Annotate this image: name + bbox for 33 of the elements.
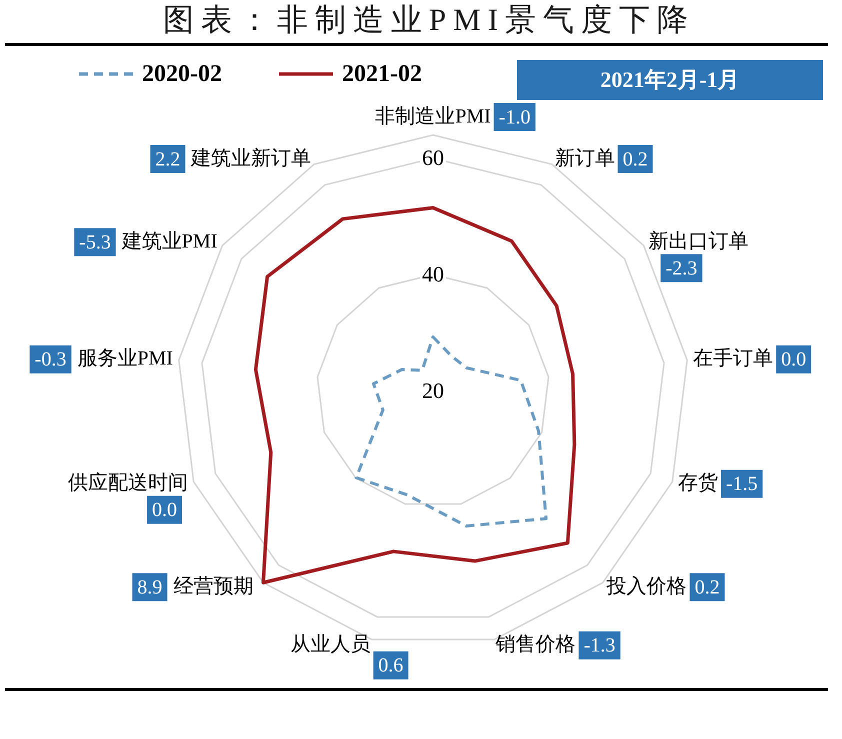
spoke-label: 供应配送时间: [68, 472, 188, 494]
y-tick-label: 40: [422, 261, 444, 286]
spoke-label: 服务业PMI: [77, 348, 173, 370]
spoke-label: 新出口订单: [648, 230, 749, 252]
spoke-label: 建筑业PMI: [120, 230, 218, 252]
text: -2.3: [666, 257, 698, 280]
spoke-label: 销售价格: [494, 634, 576, 656]
chart-title: 图表：非制造业PMI景气度下降: [162, 2, 696, 37]
text: 2021年2月-1月: [600, 66, 740, 94]
text: -5.3: [79, 231, 111, 254]
spoke-label: 存货: [678, 472, 718, 494]
spoke-label: 非制造业PMI: [375, 105, 491, 128]
spoke-label: 建筑业新订单: [190, 147, 312, 170]
text: 0.0: [781, 348, 806, 371]
text: -1.5: [726, 473, 758, 496]
spoke-label: 经营预期: [173, 575, 254, 598]
text: -1.3: [584, 634, 616, 657]
y-tick-label: 20: [422, 378, 444, 403]
text: 0.0: [152, 499, 178, 522]
spoke-label: 从业人员: [290, 634, 370, 656]
spoke-label: 在手订单: [693, 348, 774, 370]
spoke-label: 投入价格: [606, 575, 687, 598]
text: 0.6: [378, 654, 404, 677]
spoke-label: 新订单: [554, 147, 615, 170]
text: 2.2: [155, 148, 180, 170]
text: 8.9: [137, 576, 162, 598]
legend-label: 2021-02: [342, 60, 422, 88]
text: -1.0: [498, 106, 530, 128]
text: 0.2: [694, 576, 720, 598]
text: 0.2: [622, 148, 648, 170]
text: -0.3: [34, 348, 66, 371]
y-tick-label: 60: [422, 145, 444, 170]
legend-label: 2020-02: [142, 60, 222, 88]
